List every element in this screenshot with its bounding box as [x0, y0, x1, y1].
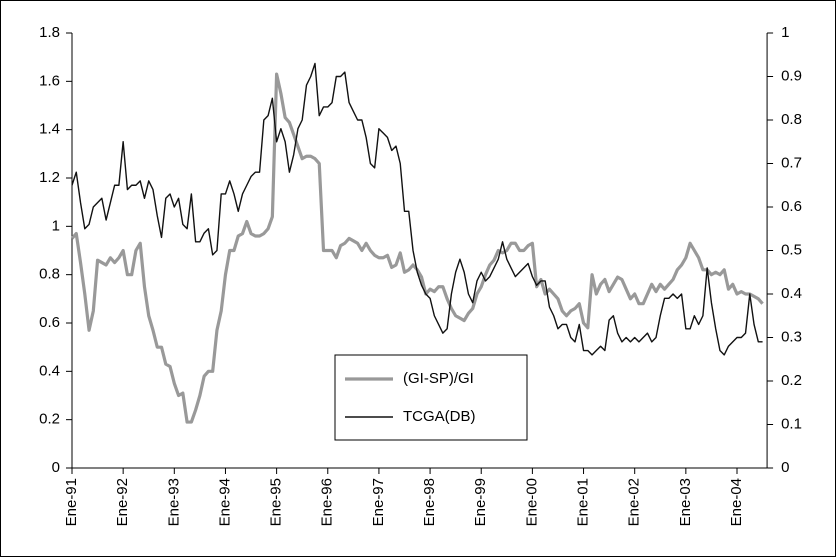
y2-tick-label: 0.9 [781, 67, 802, 84]
y2-tick-label: 0.3 [781, 328, 802, 345]
y2-tick-label: 0.6 [781, 198, 802, 215]
legend-label: TCGA(DB) [403, 408, 476, 425]
y2-tick-label: 0.7 [781, 154, 802, 171]
x-tick-label: Ene-97 [370, 478, 387, 526]
y-tick-label: 1.4 [39, 121, 60, 138]
y-tick-label: 1.8 [39, 24, 60, 41]
x-tick-label: Ene-98 [421, 478, 438, 526]
y2-tick-label: 1 [781, 24, 789, 41]
x-tick-label: Ene-00 [523, 478, 540, 526]
x-tick-label: Ene-99 [472, 478, 489, 526]
y-tick-label: 0.4 [39, 362, 60, 379]
x-tick-label: Ene-03 [677, 478, 694, 526]
y2-tick-label: 0.4 [781, 285, 802, 302]
y-tick-label: 0.8 [39, 266, 60, 283]
x-tick-label: Ene-02 [626, 478, 643, 526]
y2-tick-label: 0.5 [781, 241, 802, 258]
y2-tick-label: 0 [781, 459, 789, 476]
legend-label: (GI-SP)/GI [403, 370, 474, 387]
y-tick-label: 0 [52, 459, 60, 476]
y-tick-label: 1.2 [39, 169, 60, 186]
y2-tick-label: 0.8 [781, 111, 802, 128]
y2-tick-label: 0.1 [781, 415, 802, 432]
x-tick-label: Ene-01 [575, 478, 592, 526]
x-tick-label: Ene-92 [114, 478, 131, 526]
x-tick-label: Ene-91 [63, 478, 80, 526]
y-tick-label: 1.6 [39, 72, 60, 89]
y2-tick-label: 0.2 [781, 372, 802, 389]
x-tick-label: Ene-95 [268, 478, 285, 526]
x-tick-label: Ene-04 [728, 478, 745, 526]
x-tick-label: Ene-94 [216, 478, 233, 526]
y-tick-label: 0.6 [39, 314, 60, 331]
series-line [71, 62, 763, 356]
x-tick-label: Ene-93 [165, 478, 182, 526]
y-tick-label: 0.2 [39, 411, 60, 428]
y-tick-label: 1 [52, 217, 60, 234]
legend-box [334, 354, 528, 441]
x-tick-label: Ene-96 [319, 478, 336, 526]
